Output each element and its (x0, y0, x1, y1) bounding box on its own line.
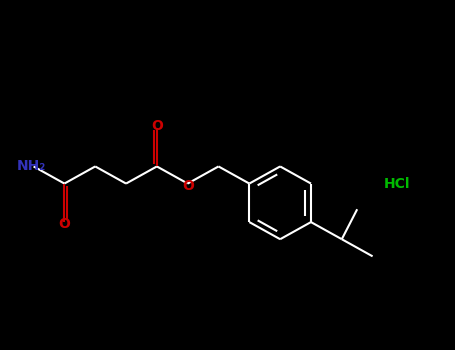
Text: O: O (59, 217, 71, 231)
Text: HCl: HCl (383, 176, 410, 190)
Text: O: O (182, 179, 194, 193)
Text: O: O (151, 119, 163, 133)
Text: NH₂: NH₂ (17, 160, 46, 174)
